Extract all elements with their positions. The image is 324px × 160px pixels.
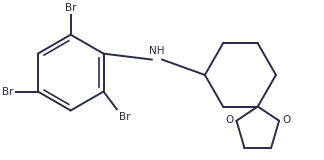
- Text: Br: Br: [2, 87, 13, 96]
- Text: Br: Br: [65, 3, 76, 13]
- Text: Br: Br: [119, 112, 131, 122]
- Text: NH: NH: [149, 46, 164, 56]
- Text: O: O: [282, 115, 291, 125]
- Text: O: O: [225, 115, 233, 125]
